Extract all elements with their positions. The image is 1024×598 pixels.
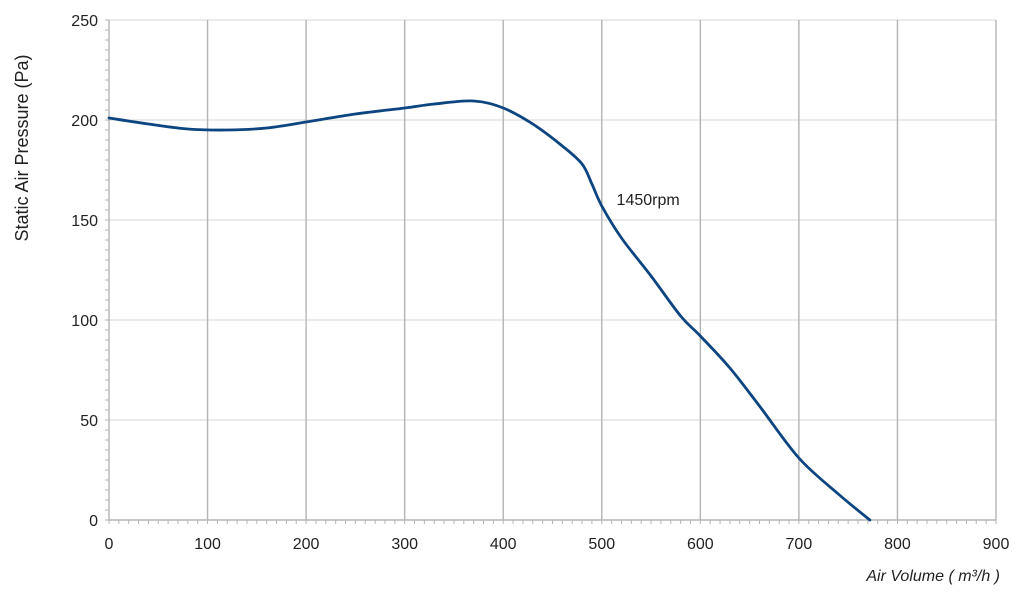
- minor-ticks: [105, 19, 997, 524]
- y-tick-label-0: 0: [89, 513, 98, 530]
- series: [107, 99, 872, 522]
- x-tick-label-900: 900: [983, 536, 1010, 553]
- y-axis-title: Static Air Pressure (Pa): [12, 54, 32, 241]
- chart-annotation: 1450rpm: [617, 192, 680, 209]
- x-tick-label-500: 500: [588, 536, 615, 553]
- x-tick-label-800: 800: [884, 536, 911, 553]
- x-axis-title: Air Volume ( m³/h ): [865, 568, 1000, 585]
- series-line-0: [107, 99, 872, 522]
- x-tick-label-100: 100: [194, 536, 221, 553]
- tick-labels: 0 100 200 300 400 500 600 700 800 900 0 50 100 150 200…: [71, 13, 1009, 553]
- x-tick-label-700: 700: [786, 536, 813, 553]
- y-tick-label-150: 150: [71, 213, 98, 230]
- x-tick-label-400: 400: [490, 536, 517, 553]
- x-tick-label-200: 200: [293, 536, 320, 553]
- y-tick-label-200: 200: [71, 113, 98, 130]
- x-tick-label-300: 300: [391, 536, 418, 553]
- y-tick-label-250: 250: [71, 13, 98, 30]
- y-tick-label-50: 50: [80, 413, 98, 430]
- grid: [108, 19, 997, 521]
- x-tick-label-0: 0: [105, 536, 114, 553]
- y-tick-label-100: 100: [71, 313, 98, 330]
- x-tick-label-600: 600: [687, 536, 714, 553]
